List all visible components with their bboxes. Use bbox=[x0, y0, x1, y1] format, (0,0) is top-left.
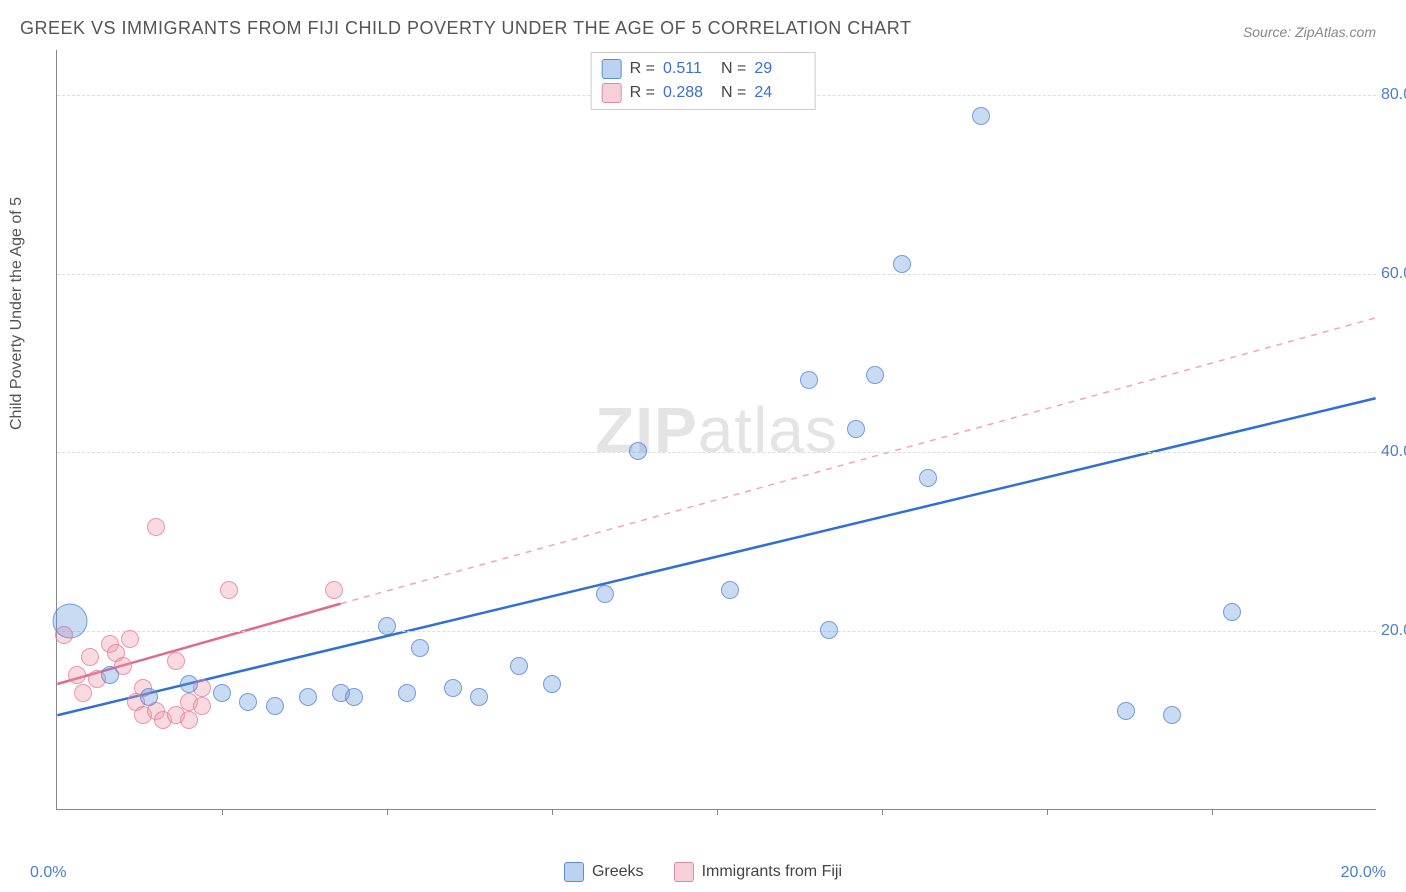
x-tick bbox=[552, 809, 553, 815]
data-point bbox=[1223, 603, 1241, 621]
data-point bbox=[893, 255, 911, 273]
data-point bbox=[820, 621, 838, 639]
n-label: N = bbox=[721, 84, 746, 102]
data-point bbox=[972, 107, 990, 125]
y-tick-label: 60.0% bbox=[1381, 265, 1406, 283]
x-tick bbox=[1212, 809, 1213, 815]
n-value: 24 bbox=[754, 84, 804, 102]
data-point bbox=[378, 617, 396, 635]
data-point bbox=[213, 684, 231, 702]
data-point bbox=[81, 648, 99, 666]
data-point bbox=[800, 371, 818, 389]
data-point bbox=[147, 518, 165, 536]
data-point bbox=[1117, 702, 1135, 720]
data-point bbox=[193, 697, 211, 715]
data-point bbox=[140, 688, 158, 706]
legend-swatch bbox=[674, 862, 694, 882]
data-point bbox=[510, 657, 528, 675]
source-value: ZipAtlas.com bbox=[1295, 24, 1376, 40]
trend-line bbox=[341, 318, 1376, 604]
legend-item: Greeks bbox=[564, 862, 644, 882]
data-point bbox=[596, 585, 614, 603]
source-attribution: Source: ZipAtlas.com bbox=[1243, 24, 1376, 40]
data-point bbox=[74, 684, 92, 702]
y-tick-label: 80.0% bbox=[1381, 86, 1406, 104]
stats-row: R = 0.511 N = 29 bbox=[602, 57, 805, 81]
stats-legend: R = 0.511 N = 29 R = 0.288 N = 24 bbox=[591, 52, 816, 110]
n-label: N = bbox=[721, 60, 746, 78]
data-point bbox=[721, 581, 739, 599]
data-point bbox=[239, 693, 257, 711]
data-point bbox=[68, 666, 86, 684]
source-label: Source: bbox=[1243, 24, 1291, 40]
stats-row: R = 0.288 N = 24 bbox=[602, 81, 805, 105]
data-point bbox=[919, 469, 937, 487]
data-point bbox=[101, 666, 119, 684]
data-point bbox=[444, 679, 462, 697]
data-point bbox=[325, 581, 343, 599]
r-label: R = bbox=[630, 84, 655, 102]
data-point bbox=[180, 711, 198, 729]
data-point bbox=[53, 604, 88, 639]
x-tick bbox=[387, 809, 388, 815]
data-point bbox=[470, 688, 488, 706]
gridline bbox=[57, 452, 1376, 453]
legend-label: Immigrants from Fiji bbox=[702, 863, 842, 881]
x-tick bbox=[882, 809, 883, 815]
chart-title: GREEK VS IMMIGRANTS FROM FIJI CHILD POVE… bbox=[20, 18, 911, 39]
x-tick bbox=[1047, 809, 1048, 815]
data-point bbox=[411, 639, 429, 657]
r-value: 0.511 bbox=[663, 60, 713, 78]
y-axis-label: Child Poverty Under the Age of 5 bbox=[8, 197, 26, 430]
legend-label: Greeks bbox=[592, 863, 644, 881]
series-legend: Greeks Immigrants from Fiji bbox=[564, 862, 842, 882]
data-point bbox=[345, 688, 363, 706]
data-point bbox=[847, 420, 865, 438]
data-point bbox=[866, 366, 884, 384]
r-value: 0.288 bbox=[663, 84, 713, 102]
data-point bbox=[629, 442, 647, 460]
r-label: R = bbox=[630, 60, 655, 78]
gridline bbox=[57, 274, 1376, 275]
legend-swatch bbox=[602, 83, 622, 103]
legend-item: Immigrants from Fiji bbox=[674, 862, 842, 882]
data-point bbox=[398, 684, 416, 702]
trend-line bbox=[57, 398, 1375, 715]
data-point bbox=[299, 688, 317, 706]
x-axis-start-label: 0.0% bbox=[30, 864, 66, 882]
data-point bbox=[180, 675, 198, 693]
gridline bbox=[57, 631, 1376, 632]
plot-area: ZIPatlas 20.0%40.0%60.0%80.0% bbox=[56, 50, 1376, 810]
data-point bbox=[121, 630, 139, 648]
legend-swatch bbox=[564, 862, 584, 882]
x-tick bbox=[222, 809, 223, 815]
watermark-atlas: atlas bbox=[698, 394, 838, 466]
watermark-zip: ZIP bbox=[595, 394, 698, 466]
y-tick-label: 20.0% bbox=[1381, 622, 1406, 640]
y-tick-label: 40.0% bbox=[1381, 443, 1406, 461]
x-axis-end-label: 20.0% bbox=[1341, 864, 1386, 882]
data-point bbox=[1163, 706, 1181, 724]
n-value: 29 bbox=[754, 60, 804, 78]
data-point bbox=[220, 581, 238, 599]
data-point bbox=[266, 697, 284, 715]
data-point bbox=[167, 652, 185, 670]
legend-swatch bbox=[602, 59, 622, 79]
x-tick bbox=[717, 809, 718, 815]
data-point bbox=[543, 675, 561, 693]
